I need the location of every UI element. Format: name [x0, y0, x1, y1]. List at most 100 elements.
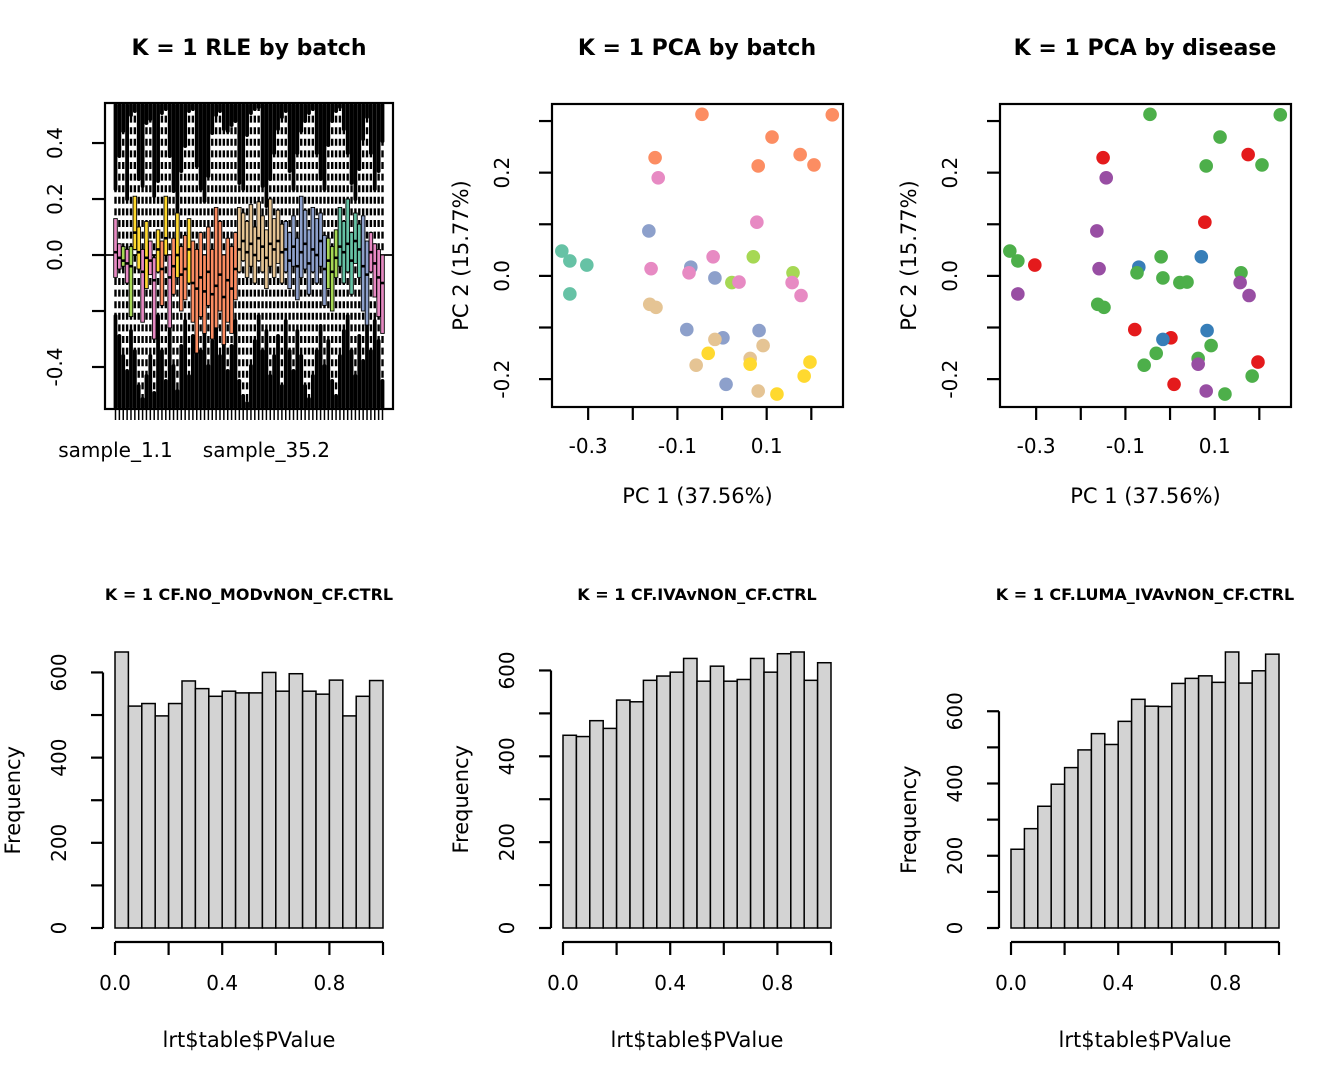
- pca-point: [1003, 244, 1017, 258]
- pca-point: [719, 377, 733, 392]
- histogram-bar: [328, 679, 344, 929]
- rle-box: [233, 232, 238, 301]
- outlier-mass-bottom: [291, 369, 296, 409]
- pca-point: [1011, 287, 1025, 301]
- y-axis-label: Frequency: [1, 746, 25, 855]
- outlier-mass-bottom: [330, 379, 335, 409]
- outlier-mass-top: [279, 103, 284, 119]
- rle-median-line: [330, 270, 334, 274]
- outlier-mass-top: [330, 103, 335, 123]
- pca-point: [1099, 171, 1114, 185]
- y-axis-label: Frequency: [449, 745, 473, 854]
- outlier-mass-top: [194, 103, 199, 168]
- plot-title: K = 1 PCA by batch: [577, 36, 817, 61]
- outlier-mass-top: [121, 103, 126, 133]
- outlier-mass-bottom: [334, 394, 338, 409]
- rle-box: [244, 220, 250, 278]
- rle-median-line: [164, 236, 168, 240]
- rle-median-line: [272, 248, 276, 251]
- rle-box: [117, 243, 122, 270]
- pca-point: [1200, 323, 1214, 338]
- rle-box: [260, 215, 265, 273]
- pca-point: [1255, 158, 1269, 172]
- rle-box: [376, 248, 381, 318]
- pca-point: [770, 387, 784, 401]
- pca-point: [701, 346, 716, 361]
- rle-median-line: [318, 239, 323, 243]
- rle-median-line: [202, 290, 207, 293]
- pvalue-histogram-chart: 0 200 400 600 0.0 0.4 0.8 lrt$table$PValue Frequ…: [897, 651, 1281, 1052]
- y-tick-label: 0.0: [43, 239, 67, 271]
- rle-box: [275, 209, 281, 264]
- pca-point: [743, 357, 757, 371]
- plot-title: K = 1 CF.LUMA_IVAvNON_CF.CTRL: [995, 585, 1295, 604]
- pca-point: [1191, 357, 1205, 371]
- histogram-bar: [141, 702, 156, 929]
- x-axis-label: lrt$table$PValue: [163, 1028, 336, 1052]
- rle-box: [221, 254, 227, 346]
- histogram-bar: [301, 690, 317, 929]
- rle-box: [349, 232, 354, 295]
- y-tick-label: 600: [495, 651, 519, 689]
- rle-box: [345, 198, 350, 273]
- histogram-bar: [749, 657, 765, 929]
- rle-median-line: [245, 250, 249, 254]
- histogram-bar: [1211, 681, 1227, 929]
- y-axis-label: Frequency: [897, 765, 921, 874]
- pca-point: [706, 249, 720, 264]
- outlier-mass-bottom: [152, 391, 157, 409]
- pca-point: [1097, 300, 1111, 315]
- rle-box: [132, 195, 138, 250]
- pca-point: [1234, 265, 1248, 280]
- outlier-mass-top: [206, 103, 211, 178]
- histogram-bar: [615, 699, 631, 929]
- rle-box: [113, 218, 118, 278]
- rle-median-line: [361, 264, 365, 268]
- rle-median-line: [372, 262, 377, 265]
- rle-median-line: [152, 278, 156, 282]
- histogram-bar: [1077, 749, 1093, 929]
- rle-median-line: [287, 259, 292, 262]
- outlier-mass-top: [175, 103, 180, 223]
- pca-point: [1011, 254, 1025, 268]
- pca-point: [679, 322, 694, 337]
- rle-median-line: [113, 250, 118, 254]
- outlier-mass-bottom: [179, 344, 184, 409]
- rle-box: [202, 254, 207, 334]
- outlier-mass-top: [245, 103, 249, 137]
- rle-median-line: [241, 239, 245, 243]
- pca-point: [786, 265, 800, 280]
- x-tick-label: -0.1: [658, 434, 697, 458]
- rle-box: [318, 212, 323, 267]
- rle-box: [140, 248, 145, 323]
- pca-point: [689, 358, 703, 372]
- y-tick-label: 0: [47, 922, 71, 935]
- outlier-mass-bottom: [175, 389, 180, 409]
- outlier-mass-top: [299, 103, 304, 133]
- rle-box: [291, 215, 296, 267]
- panel-hist-luma-iva: K = 1 CF.LUMA_IVAvNON_CF.CTRL 0 200 400 600…: [896, 538, 1344, 1075]
- pca-point: [695, 107, 709, 122]
- rle-median-line: [117, 256, 122, 260]
- rle-median-line: [129, 264, 133, 268]
- pca-point: [563, 254, 577, 268]
- x-tick-label: 0.4: [1102, 971, 1134, 995]
- pca-point: [785, 275, 799, 290]
- outlier-mass-top: [167, 103, 172, 158]
- outlier-mass-top: [326, 103, 331, 147]
- rle-median-line: [237, 248, 242, 251]
- histogram-bar: [342, 715, 357, 929]
- y-tick-label: 400: [495, 737, 519, 775]
- rle-median-line: [218, 273, 222, 276]
- outlier-mass-top: [156, 103, 160, 183]
- outlier-mass-bottom: [218, 354, 222, 409]
- outlier-mass-bottom: [163, 379, 168, 409]
- pca-point: [1137, 358, 1151, 372]
- pca-point: [1213, 130, 1227, 144]
- outlier-mass-bottom: [190, 334, 195, 409]
- pca-point: [1194, 249, 1209, 264]
- outlier-mass-bottom: [252, 339, 257, 409]
- pca-point: [1127, 322, 1142, 337]
- histogram-bar: [127, 705, 143, 929]
- plot-title: K = 1 CF.IVAvNON_CF.CTRL: [577, 585, 817, 604]
